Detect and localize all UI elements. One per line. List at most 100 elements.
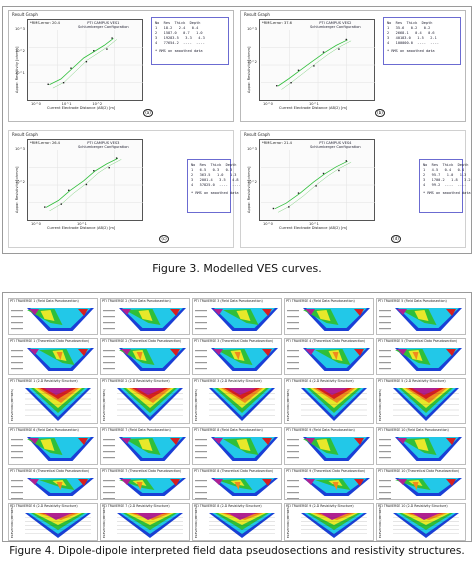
pseudosection-band (78, 309, 88, 316)
cell-plot-area (285, 473, 373, 499)
scale-tick (195, 457, 207, 459)
pseudosection-band (262, 349, 272, 356)
scale-tick (379, 486, 391, 488)
panel-letter: (a) (143, 109, 153, 117)
table-note: * RMS on smoothed data (155, 49, 203, 53)
data-point (313, 65, 315, 67)
scale-tick (379, 362, 391, 364)
scale-tick (195, 362, 207, 364)
pseudosection-band (446, 438, 456, 445)
pseudosection-cell: PTI TRAVERSE 3 (2-D Resistivity Structur… (192, 378, 282, 424)
ves-panel: Result Graph *RMS-error: 26.4 PTI CAMPUS V… (8, 130, 241, 248)
scale-tick (195, 480, 207, 482)
scale-tick (11, 310, 23, 312)
pseudosection-band (397, 309, 407, 315)
data-point (345, 38, 347, 41)
scale-tick (287, 310, 299, 312)
data-point (106, 48, 108, 50)
data-point (70, 67, 72, 69)
table-row: 3 40183.0 1.5 2.1 (387, 36, 437, 40)
pseudosection-band (29, 309, 39, 315)
table-row: 2 363.5 1.0 1.3 (191, 173, 237, 177)
pseudosection-cell: PTI TRAVERSE 9 (2-D Resistivity Structur… (284, 503, 374, 541)
plot-header: PTI CAMPUS VES1 Schlumberger Configuratio… (78, 21, 129, 29)
cell-plot-area (377, 343, 465, 374)
pseudosection-band (332, 352, 339, 360)
pseudosection-band (29, 479, 39, 485)
resistivity-structure-plot (393, 388, 459, 421)
x-axis-label: Current Electrode Distance (AB/2) [m] (47, 106, 116, 110)
cell-plot-area (295, 508, 373, 540)
pseudosection-plot (11, 478, 94, 499)
figure-4-caption: Figure 4. Dipole-dipole interpreted fiel… (9, 545, 465, 557)
scale-tick (379, 350, 391, 352)
pseudosection-band (354, 309, 364, 316)
cell-plot-area (111, 508, 189, 540)
scale-tick (287, 316, 299, 318)
scale-tick (379, 316, 391, 318)
scale-tick (379, 368, 391, 370)
scale-tick (287, 322, 299, 324)
pseudosection-band (236, 310, 251, 321)
data-point (322, 51, 325, 53)
pseudosection-band (138, 310, 153, 321)
data-point (297, 192, 300, 194)
panel-letter: (d) (391, 235, 401, 243)
structure-y-label: ELEVATION (METRES) (102, 506, 106, 538)
scale-tick (287, 368, 299, 370)
pseudosection-cell: PTI TRAVERSE 10 (2-D Resistivity Structu… (376, 503, 466, 541)
cell-title: PTI TRAVERSE 4 (Field Data Pseudosection… (286, 299, 355, 303)
cell-title: PTI TRAVERSE 10 (Theoretical Data Pseudo… (378, 469, 460, 473)
pseudosection-band (121, 309, 131, 315)
pseudosection-band (170, 438, 180, 445)
scale-tick (287, 350, 299, 352)
data-point (111, 37, 113, 39)
structure-layer (320, 388, 348, 395)
x-tick-label: 10^1 (309, 102, 319, 106)
scale-tick (195, 322, 207, 324)
scale-tick (195, 356, 207, 358)
plot-header: PTI CAMPUS VES4 Schlumberger Configuratio… (310, 141, 361, 149)
cell-plot-area (101, 432, 189, 464)
scale-tick (103, 368, 115, 370)
scale-tick (11, 457, 23, 459)
cell-plot-area (285, 303, 373, 334)
model-curve (49, 38, 114, 85)
smoothed-curve (52, 39, 117, 89)
cell-title: PTI TRAVERSE 6 (Theoretical Data Pseudos… (10, 469, 90, 473)
structure-y-label: ELEVATION (METRES) (194, 506, 198, 538)
structure-y-label: ELEVATION (METRES) (10, 389, 14, 421)
ves-curve-chart (261, 30, 375, 100)
window-title: Result Graph (244, 132, 270, 137)
scale-tick (103, 310, 115, 312)
figure-3-caption: Figure 3. Modelled VES curves. (152, 262, 322, 275)
scale-tick (11, 316, 23, 318)
scale-tick (11, 368, 23, 370)
scale-tick (11, 480, 23, 482)
data-point (60, 203, 62, 205)
ves-plot-area: *RMS-error: 26.4 PTI CAMPUS VES3 Schlumber… (27, 139, 143, 221)
resistivity-structure-plot (393, 513, 459, 538)
pseudosection-cell: PTI TRAVERSE 5 (Theoretical Data Pseudos… (376, 338, 466, 375)
structure-layer (136, 388, 164, 395)
table-row: 4 99.2 ---- ---- (423, 183, 467, 187)
pseudosection-cell: PTI TRAVERSE 3 (Field Data Pseudosection… (192, 298, 282, 335)
pseudosection-band (136, 482, 143, 490)
scale-tick (195, 486, 207, 488)
table-row: 4 77654.2 ---- ---- (155, 41, 205, 45)
scale-tick (195, 451, 207, 453)
pseudosection-cell: PTI TRAVERSE 2 (Theoretical Data Pseudos… (100, 338, 190, 375)
cell-title: PTI TRAVERSE 5 (Theoretical Data Pseudos… (378, 339, 458, 343)
scale-tick (195, 328, 207, 330)
pseudosection-band (213, 309, 223, 315)
y-tick-label: 10^2 (15, 180, 25, 184)
structure-layer (320, 513, 348, 520)
cell-title: PTI TRAVERSE 7 (2-D Resistivity Structur… (102, 504, 170, 508)
table-row: 4 57825.0 ---- ---- (191, 183, 241, 187)
y-tick-label: 10^3 (15, 27, 25, 31)
data-point (93, 50, 95, 52)
data-point (272, 207, 275, 210)
pseudosection-band (29, 349, 39, 355)
resistivity-structure-plot (25, 388, 91, 421)
resistivity-structure-plot (301, 388, 367, 421)
